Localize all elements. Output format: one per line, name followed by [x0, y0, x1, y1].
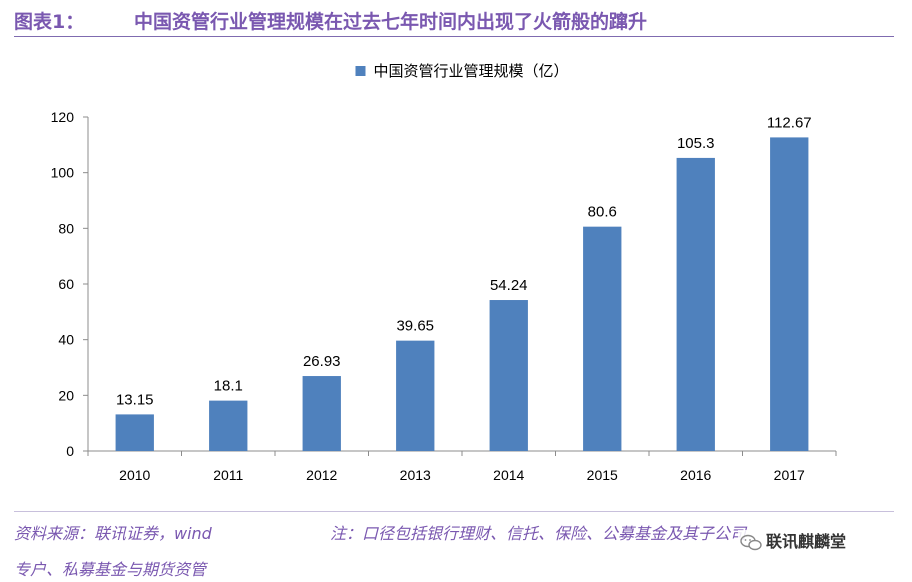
legend-label: 中国资管行业管理规模（亿） — [373, 62, 568, 80]
x-tick-label: 2016 — [680, 467, 711, 483]
y-tick-label: 0 — [66, 443, 74, 459]
x-tick-label: 2011 — [213, 467, 243, 483]
bar-chart: 0 20 40 60 80 100 120 13.15 2010 18.1 2011 26.93 201… — [51, 62, 837, 483]
data-label: 26.93 — [303, 353, 341, 370]
data-label: 13.15 — [116, 391, 154, 408]
legend-swatch — [355, 66, 366, 76]
scope-note-line-2: 专户、私募基金与期货资管 — [14, 560, 207, 579]
data-label: 80.6 — [588, 204, 617, 221]
data-label: 39.65 — [396, 318, 434, 335]
watermark-text: 联讯麒麟堂 — [766, 532, 847, 551]
y-tick-label: 60 — [58, 276, 74, 292]
data-label: 105.3 — [677, 135, 715, 152]
y-tick-label: 80 — [58, 220, 74, 236]
bar — [583, 226, 622, 451]
figure-title: 中国资管行业管理规模在过去七年时间内出现了火箭般的蹿升 — [134, 11, 648, 33]
y-tick-label: 100 — [51, 165, 75, 181]
scope-note-line-1: 注：口径包括银行理财、信托、保险、公募基金及其子公司 — [330, 524, 747, 543]
source-note: 资料来源：联讯证券，wind — [14, 524, 212, 543]
figure-label: 图表1： — [14, 11, 85, 33]
bar — [115, 414, 154, 451]
bar — [489, 300, 528, 451]
bar — [676, 157, 715, 451]
data-label: 112.67 — [767, 114, 812, 131]
x-tick-label: 2017 — [774, 467, 805, 483]
bar — [396, 340, 435, 451]
x-tick-label: 2014 — [493, 467, 524, 483]
y-tick-label: 20 — [58, 387, 74, 403]
x-tick-label: 2015 — [587, 467, 618, 483]
y-tick-label: 40 — [58, 332, 74, 348]
wechat-icon — [740, 534, 762, 550]
x-tick-label: 2010 — [119, 467, 150, 483]
x-tick-label: 2012 — [306, 467, 337, 483]
bar — [302, 376, 341, 451]
data-label: 54.24 — [490, 277, 528, 294]
bar — [209, 400, 248, 451]
footer-divider — [14, 511, 894, 512]
data-label: 18.1 — [214, 378, 243, 395]
y-tick-label: 120 — [51, 109, 75, 125]
x-tick-label: 2013 — [400, 467, 431, 483]
figure-header: 图表1： 中国资管行业管理规模在过去七年时间内出现了火箭般的蹿升 — [14, 4, 894, 37]
bar — [770, 137, 809, 451]
wechat-watermark: 联讯麒麟堂 — [738, 530, 853, 554]
